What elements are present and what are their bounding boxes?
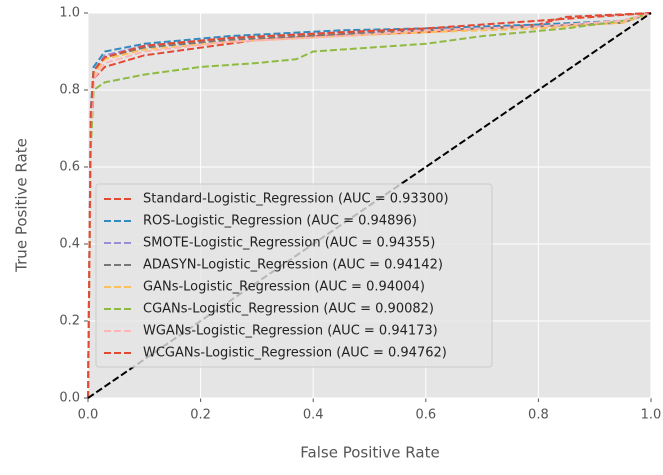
y-axis-label: True Positive Rate <box>13 138 31 273</box>
y-tick-label: 0.0 <box>59 391 80 406</box>
legend-label: WGANs-Logistic_Regression (AUC = 0.94173… <box>143 324 438 339</box>
legend-label: CGANs-Logistic_Regression (AUC = 0.90082… <box>143 302 434 317</box>
x-tick-label: 0.6 <box>415 408 436 423</box>
x-tick-label: 0.8 <box>528 408 549 423</box>
roc-line <box>87 12 652 399</box>
x-tick-label: 0.2 <box>190 408 211 423</box>
roc-line <box>87 12 652 399</box>
legend-label: WCGANs-Logistic_Regression (AUC = 0.9476… <box>143 346 447 361</box>
y-tick-label: 0.6 <box>59 160 80 175</box>
legend-box <box>95 183 493 368</box>
legend-label: GANs-Logistic_Regression (AUC = 0.94004) <box>143 280 425 295</box>
legend-label: ADASYN-Logistic_Regression (AUC = 0.9414… <box>143 258 443 273</box>
x-axis-label: False Positive Rate <box>300 444 439 462</box>
y-tick-label: 0.2 <box>59 314 80 329</box>
x-tick-label: 0.0 <box>78 408 99 423</box>
y-tick-label: 0.4 <box>59 237 80 252</box>
y-tick-label: 1.0 <box>59 6 80 21</box>
legend-label: Standard-Logistic_Regression (AUC = 0.93… <box>143 192 449 207</box>
legend-label: ROS-Logistic_Regression (AUC = 0.94896) <box>143 214 417 229</box>
x-tick-label: 0.4 <box>303 408 324 423</box>
legend-label: SMOTE-Logistic_Regression (AUC = 0.94355… <box>143 236 435 251</box>
roc-line <box>87 12 652 399</box>
y-tick-label: 0.8 <box>59 83 80 98</box>
x-tick-label: 1.0 <box>641 408 662 423</box>
roc-line <box>87 12 652 399</box>
